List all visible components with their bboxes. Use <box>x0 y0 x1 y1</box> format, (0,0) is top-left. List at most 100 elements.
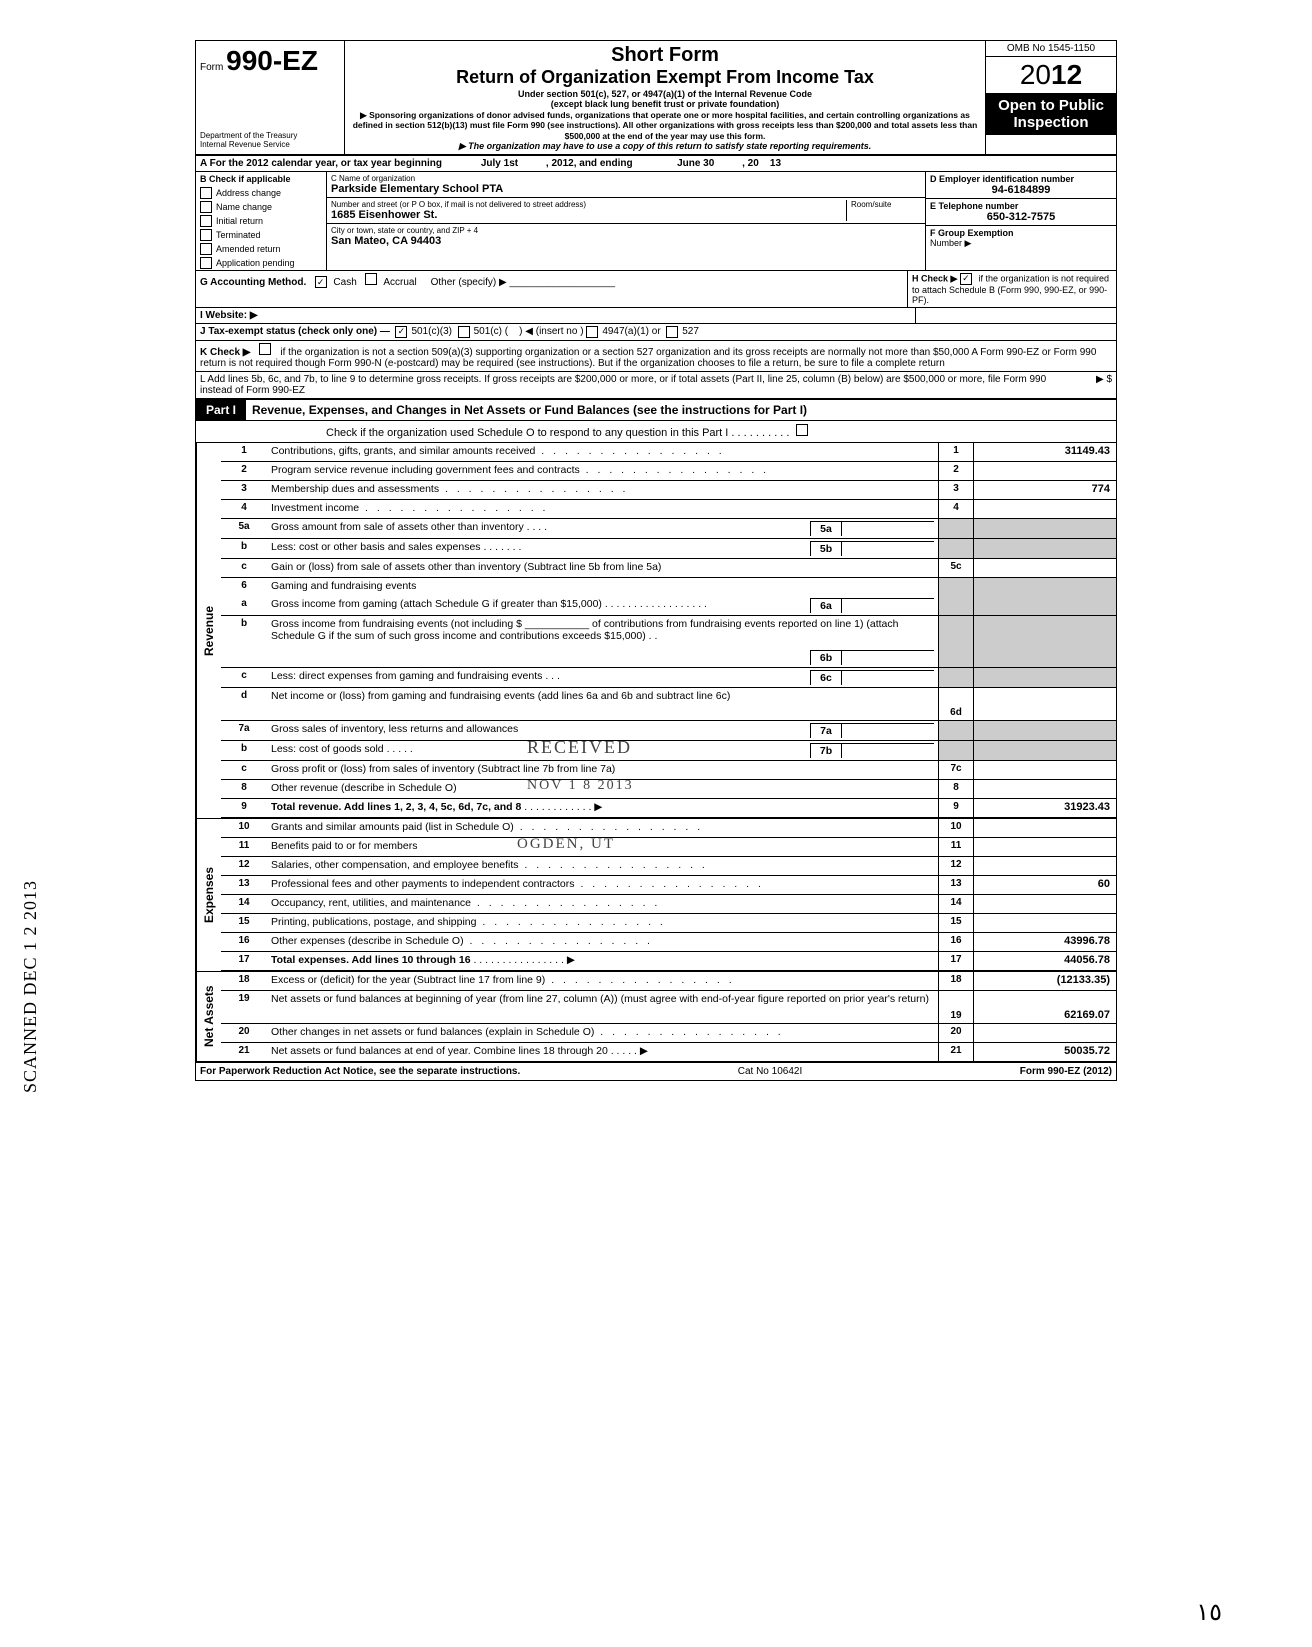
line-7c: cGross profit or (loss) from sales of in… <box>221 761 1116 780</box>
cb-h[interactable]: ✓ <box>960 273 972 285</box>
cb-schedule-o[interactable] <box>796 424 808 436</box>
lt: Salaries, other compensation, and employ… <box>267 857 938 875</box>
checkbox-icon <box>200 215 212 227</box>
header-left: Form 990-EZ Department of the Treasury I… <box>196 41 345 154</box>
col-b-checkboxes: B Check if applicable Address change Nam… <box>196 172 327 270</box>
cb-501c[interactable] <box>458 326 470 338</box>
lt: Gross sales of inventory, less returns a… <box>267 721 938 740</box>
k-label: K Check ▶ <box>200 347 250 358</box>
footer-right: Form 990-EZ (2012) <box>1020 1066 1112 1077</box>
in: 7b <box>811 744 842 758</box>
header-note1: ▶ Sponsoring organizations of donor advi… <box>349 110 981 141</box>
form-number: Form 990-EZ <box>200 45 340 77</box>
revenue-side-label: Revenue <box>196 443 221 818</box>
ln: 11 <box>221 838 267 856</box>
cb-accrual[interactable] <box>365 273 377 285</box>
line-10: 10Grants and similar amounts paid (list … <box>221 819 1116 838</box>
header-right: OMB No 1545-1150 2012 Open to Public Ins… <box>985 41 1116 154</box>
ln: 19 <box>221 991 267 1023</box>
t: Gross income from fundraising events (no… <box>271 618 522 630</box>
av <box>974 914 1116 932</box>
received-stamp: RECEIVED <box>527 737 632 758</box>
lt: Net assets or fund balances at beginning… <box>267 991 938 1023</box>
line-1: 1Contributions, gifts, grants, and simil… <box>221 443 1116 462</box>
section-bcd: B Check if applicable Address change Nam… <box>196 172 1116 271</box>
in: 6b <box>811 651 842 665</box>
dept-treasury: Department of the Treasury Internal Reve… <box>200 132 340 150</box>
ln: d <box>221 688 267 720</box>
cb-4947[interactable] <box>586 326 598 338</box>
col-b-header: B Check if applicable <box>196 172 326 186</box>
cb-label: Initial return <box>216 216 263 226</box>
lt: Grants and similar amounts paid (list in… <box>267 819 938 837</box>
cb-application-pending[interactable]: Application pending <box>196 256 326 270</box>
line-11: 11 Benefits paid to or for members OGDEN, … <box>221 838 1116 857</box>
lt: Total expenses. Add lines 10 through 16 … <box>267 952 938 970</box>
org-addr-cell: Number and street (or P O box, if mail i… <box>327 198 925 224</box>
ein-value: 94-6184899 <box>930 184 1112 196</box>
av <box>974 857 1116 875</box>
ein-label: D Employer identification number <box>930 174 1112 184</box>
part1-title: Revenue, Expenses, and Changes in Net As… <box>246 400 1116 420</box>
in: 6c <box>811 671 842 685</box>
netassets-lines: 18Excess or (deficit) for the year (Subt… <box>221 972 1116 1061</box>
lt: Gain or (loss) from sale of assets other… <box>267 559 938 577</box>
line-5b: bLess: cost or other basis and sales exp… <box>221 539 1116 559</box>
city-label: City or town, state or country, and ZIP … <box>331 226 921 235</box>
org-name-cell: C Name of organization Parkside Elementa… <box>327 172 925 198</box>
iv <box>842 744 934 758</box>
form-num-big: 990-EZ <box>226 45 318 76</box>
t: Benefits paid to or for members <box>271 840 417 852</box>
cb-k[interactable] <box>259 343 271 355</box>
ogden-stamp: OGDEN, UT <box>517 836 615 853</box>
cb-cash[interactable]: ✓ <box>315 276 327 288</box>
addr-value: 1685 Eisenhower St. <box>331 209 846 221</box>
av <box>974 596 1116 615</box>
open-to-public: Open to Public Inspection <box>986 94 1116 135</box>
av <box>974 1024 1116 1042</box>
row-a-begin: July 1st <box>481 158 518 169</box>
line-17: 17Total expenses. Add lines 10 through 1… <box>221 952 1116 971</box>
an: 11 <box>938 838 974 856</box>
av <box>974 761 1116 779</box>
t: Gross amount from sale of assets other t… <box>271 521 524 533</box>
cb-amended[interactable]: Amended return <box>196 242 326 256</box>
an: 9 <box>938 799 974 817</box>
lt: Less: direct expenses from gaming and fu… <box>267 668 938 687</box>
grp-cell: F Group Exemption Number ▶ <box>926 226 1116 251</box>
cb-terminated[interactable]: Terminated <box>196 228 326 242</box>
t: Gross income from gaming (attach Schedul… <box>271 598 602 610</box>
lt: Program service revenue including govern… <box>267 462 938 480</box>
cb-label: Application pending <box>216 258 295 268</box>
j-label: J Tax-exempt status (check only one) — <box>200 326 390 337</box>
ln: 9 <box>221 799 267 817</box>
cb-address-change[interactable]: Address change <box>196 186 326 200</box>
cb-initial-return[interactable]: Initial return <box>196 214 326 228</box>
cb-501c3[interactable]: ✓ <box>395 326 407 338</box>
cb-name-change[interactable]: Name change <box>196 200 326 214</box>
org-name-value: Parkside Elementary School PTA <box>331 183 921 195</box>
ln: 4 <box>221 500 267 518</box>
arrow-icon: ▶ <box>640 1045 648 1057</box>
cb-label: Amended return <box>216 244 281 254</box>
l-text: L Add lines 5b, 6c, and 7b, to line 9 to… <box>200 374 1052 396</box>
ln: 14 <box>221 895 267 913</box>
col-c-org-info: C Name of organization Parkside Elementa… <box>327 172 926 270</box>
line-18: 18Excess or (deficit) for the year (Subt… <box>221 972 1116 991</box>
in: 7a <box>811 724 842 738</box>
date-stamp: NOV 1 8 2013 <box>527 778 634 794</box>
footer-left: For Paperwork Reduction Act Notice, see … <box>200 1066 520 1077</box>
an: 7c <box>938 761 974 779</box>
line-12: 12Salaries, other compensation, and empl… <box>221 857 1116 876</box>
cb-527[interactable] <box>666 326 678 338</box>
year-bold: 12 <box>1051 59 1082 90</box>
ln: 13 <box>221 876 267 894</box>
av <box>974 741 1116 760</box>
t: Total expenses. Add lines 10 through 16 <box>271 954 471 966</box>
ln: b <box>221 741 267 760</box>
an: 14 <box>938 895 974 913</box>
an: 17 <box>938 952 974 970</box>
av <box>974 895 1116 913</box>
ln: 17 <box>221 952 267 970</box>
expenses-side-label: Expenses <box>196 819 221 971</box>
